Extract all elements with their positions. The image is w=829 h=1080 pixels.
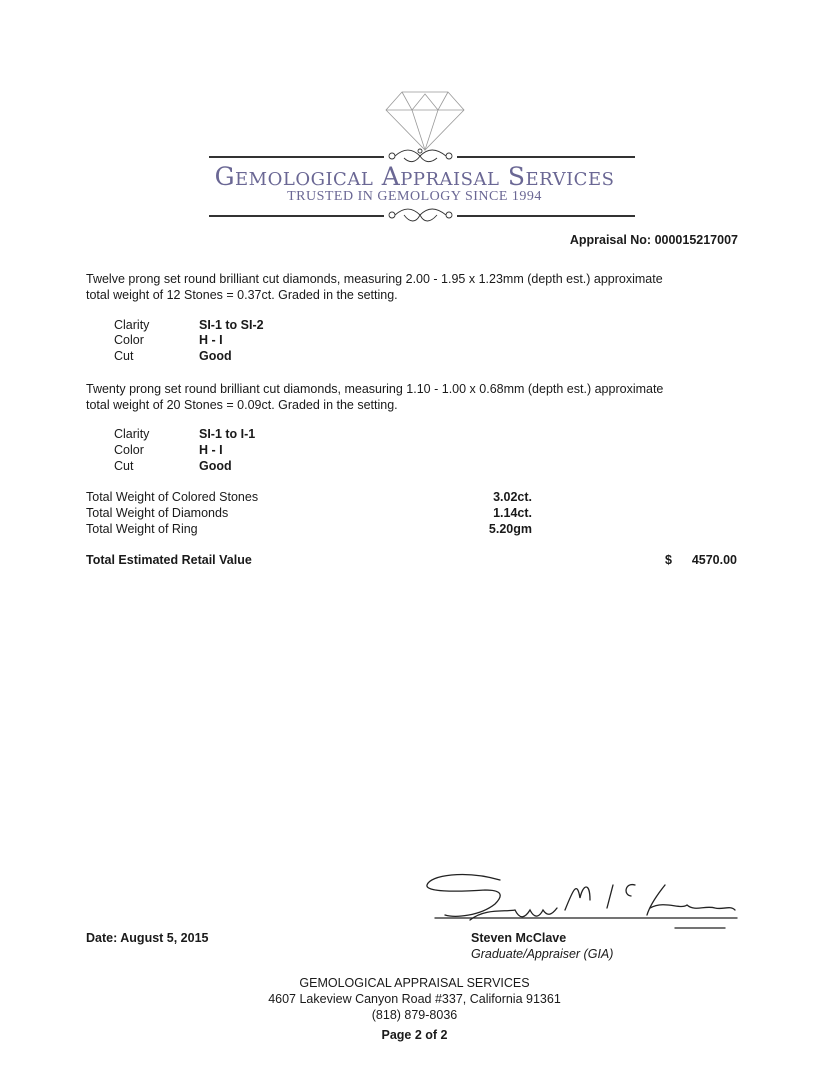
footer-address: 4607 Lakeview Canyon Road #337, Californ…	[268, 992, 561, 1006]
description-1-line2: total weight of 12 Stones = 0.37ct. Grad…	[86, 288, 398, 302]
description-1-line1: Twelve prong set round brilliant cut dia…	[86, 272, 663, 286]
total-label: Total Weight of Diamonds	[86, 506, 229, 520]
grade-value: H - I	[199, 333, 223, 347]
description-1: Twelve prong set round brilliant cut dia…	[86, 271, 736, 303]
grade-value: Good	[199, 459, 232, 473]
grade-value: SI-1 to I-1	[199, 427, 256, 441]
signature-icon	[426, 873, 738, 929]
description-2-line2: total weight of 20 Stones = 0.09ct. Grad…	[86, 398, 398, 412]
grade-value: Good	[199, 349, 232, 363]
grade-label: Clarity	[114, 318, 150, 332]
flourish-top-icon	[388, 148, 453, 163]
description-2-line1: Twenty prong set round brilliant cut dia…	[86, 382, 664, 396]
retail-currency: $	[665, 553, 672, 567]
company-logo-name: Gemological Appraisal Services	[214, 162, 615, 191]
logo-rule-bottom-right	[457, 215, 635, 217]
diamond-logo-icon	[385, 91, 465, 152]
flourish-bottom-icon	[388, 208, 453, 222]
grade-label: Cut	[114, 459, 134, 473]
description-2: Twenty prong set round brilliant cut dia…	[86, 381, 736, 413]
logo-rule-top-left	[209, 156, 384, 158]
total-label: Total Weight of Ring	[86, 522, 198, 536]
logo-rule-top-right	[457, 156, 635, 158]
logo-rule-bottom-left	[209, 215, 384, 217]
total-value: 3.02ct.	[493, 490, 532, 504]
grade-value: SI-1 to SI-2	[199, 318, 264, 332]
grade-label: Color	[114, 443, 144, 457]
retail-value-label: Total Estimated Retail Value	[86, 553, 252, 567]
total-value: 1.14ct.	[493, 506, 532, 520]
grade-label: Cut	[114, 349, 134, 363]
appraisal-date: Date: August 5, 2015	[86, 931, 209, 945]
retail-amount: 4570.00	[691, 553, 737, 567]
grade-label: Color	[114, 333, 144, 347]
appraiser-title: Graduate/Appraiser (GIA)	[471, 947, 614, 961]
grade-label: Clarity	[114, 427, 150, 441]
company-tagline: TRUSTED IN GEMOLOGY SINCE 1994	[287, 189, 542, 204]
footer-company: GEMOLOGICAL APPRAISAL SERVICES	[299, 976, 530, 990]
footer-phone: (818) 879-8036	[371, 1008, 458, 1022]
appraisal-number: Appraisal No: 000015217007	[569, 233, 738, 247]
total-value: 5.20gm	[488, 522, 532, 536]
grade-value: H - I	[199, 443, 223, 457]
page-number: Page 2 of 2	[381, 1028, 448, 1042]
appraiser-name: Steven McClave	[471, 931, 567, 945]
total-label: Total Weight of Colored Stones	[86, 490, 259, 504]
